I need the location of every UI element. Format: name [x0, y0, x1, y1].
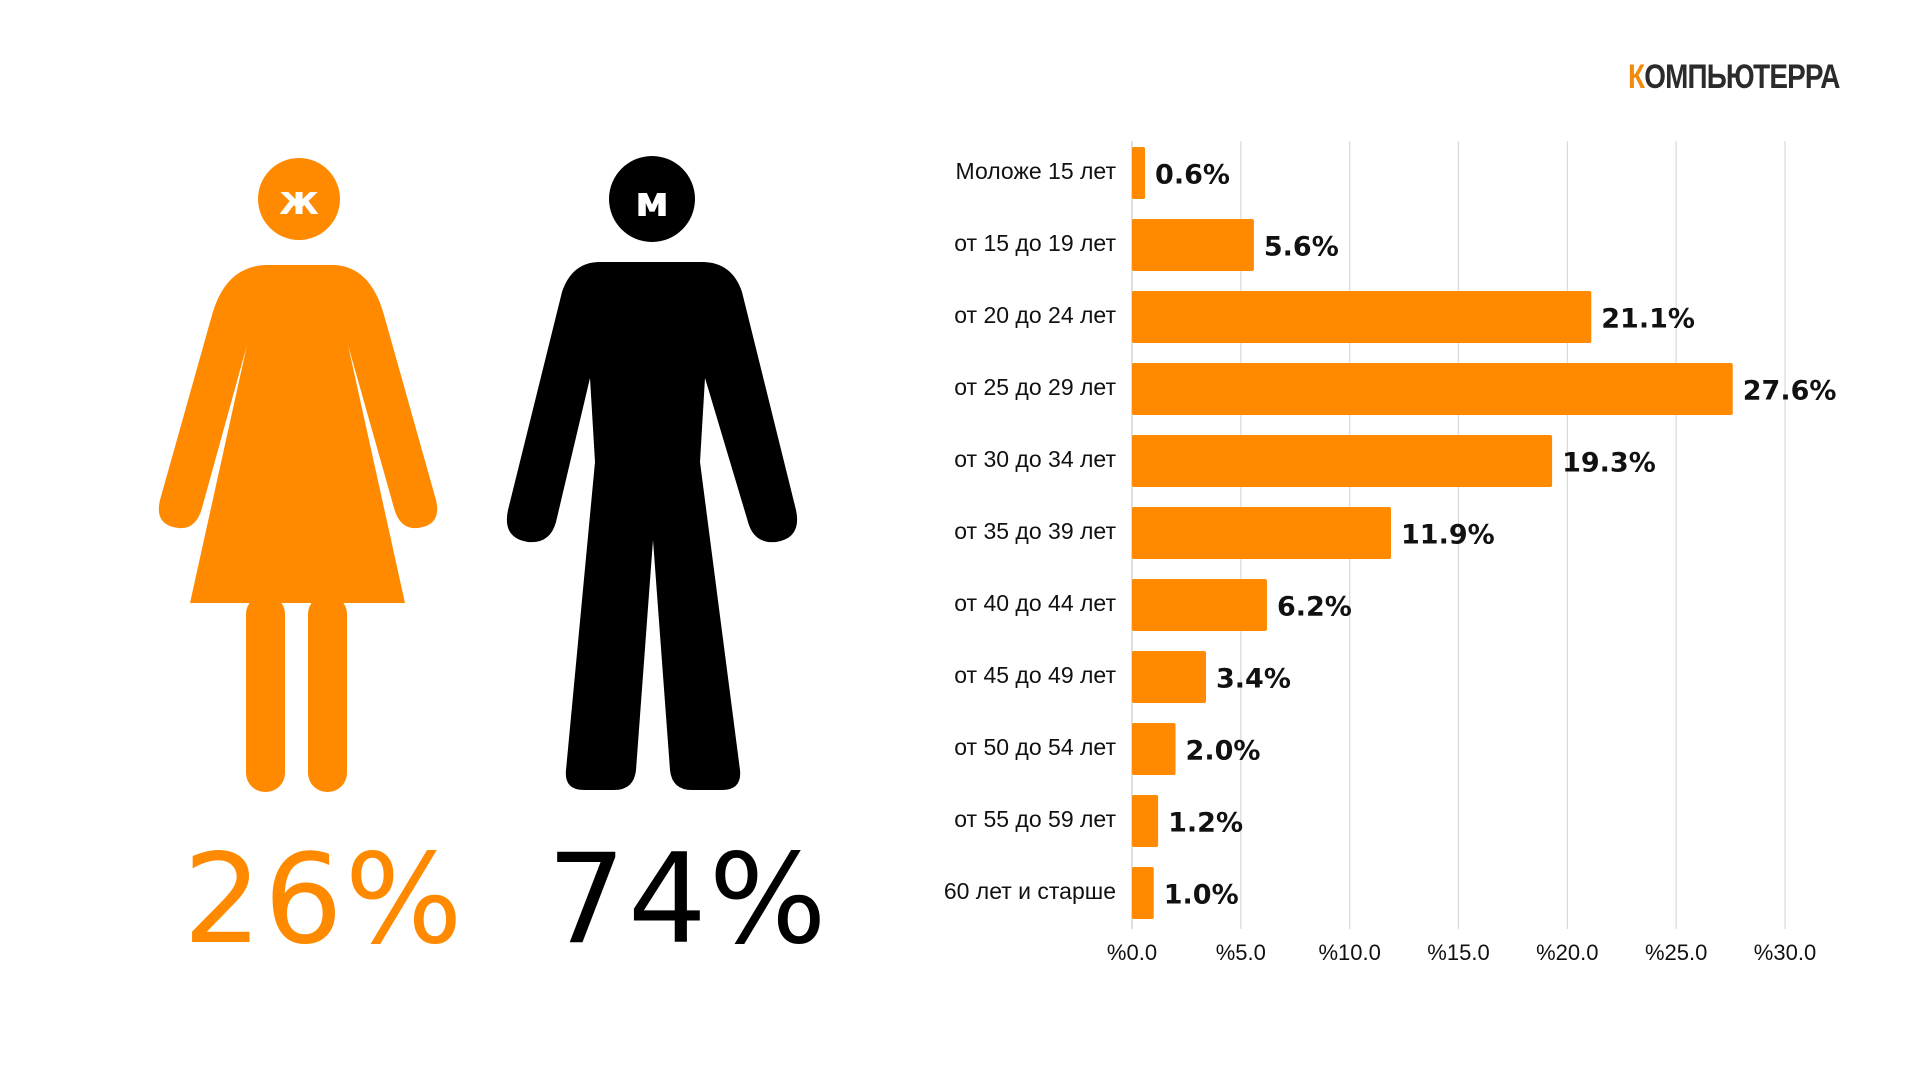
male-symbol: м [635, 177, 669, 226]
bar [1132, 291, 1592, 343]
x-tick-label: %30.0 [1754, 940, 1816, 965]
logo-text: ОМПЬЮТЕРРА [1644, 58, 1840, 96]
bar [1132, 723, 1176, 775]
brand-logo: КОМПЬЮТЕРРА [1628, 58, 1840, 97]
woman-figure-icon: ж [158, 158, 438, 792]
value-label: 19.3% [1562, 448, 1656, 479]
value-label: 2.0% [1186, 736, 1261, 767]
category-label: от 30 до 34 лет [954, 446, 1116, 472]
category-label: от 35 до 39 лет [954, 518, 1116, 544]
category-label: от 55 до 59 лет [954, 806, 1116, 832]
bar [1132, 219, 1254, 271]
category-label: Моложе 15 лет [956, 158, 1117, 184]
woman-body [158, 265, 438, 603]
value-label: 1.2% [1168, 808, 1243, 839]
category-label: от 45 до 49 лет [954, 662, 1116, 688]
x-tick-label: %25.0 [1645, 940, 1707, 965]
x-tick-label: %15.0 [1427, 940, 1489, 965]
value-label: 21.1% [1601, 304, 1695, 335]
man-head [609, 156, 695, 242]
bar [1132, 435, 1553, 487]
female-symbol: ж [279, 178, 319, 224]
logo-accent-letter: К [1628, 58, 1645, 96]
value-label: 5.6% [1264, 232, 1339, 263]
bar [1132, 867, 1154, 919]
x-tick-label: %10.0 [1318, 940, 1380, 965]
value-label: 27.6% [1743, 376, 1837, 407]
x-tick-label: %20.0 [1536, 940, 1598, 965]
bar [1132, 507, 1392, 559]
bar [1132, 147, 1146, 199]
category-label: от 40 до 44 лет [954, 590, 1116, 616]
value-label: 1.0% [1164, 880, 1239, 911]
value-label: 11.9% [1401, 520, 1495, 551]
woman-right-leg [308, 595, 347, 792]
man-body [506, 262, 798, 790]
woman-head [258, 158, 340, 240]
category-label: от 50 до 54 лет [954, 734, 1116, 760]
bar [1132, 579, 1267, 631]
male-percentage: 74% [547, 828, 829, 972]
man-figure-icon: м [506, 156, 798, 790]
value-label: 6.2% [1277, 592, 1352, 623]
category-label: от 25 до 29 лет [954, 374, 1116, 400]
bar [1132, 795, 1159, 847]
value-label: 0.6% [1155, 160, 1230, 191]
value-label: 3.4% [1216, 664, 1291, 695]
category-label: от 20 до 24 лет [954, 302, 1116, 328]
category-label: 60 лет и старше [944, 878, 1116, 904]
chart-labels: %0.0 %5.0 %10.0 %15.0 %20.0 %25.0 %30.0 Моложе … [944, 158, 1837, 965]
bar [1132, 363, 1733, 415]
x-tick-label: %0.0 [1107, 940, 1157, 965]
female-percentage: 26% [183, 828, 465, 972]
bar [1132, 651, 1207, 703]
chart-bars [1132, 147, 1733, 919]
x-tick-label: %5.0 [1216, 940, 1266, 965]
category-label: от 15 до 19 лет [954, 230, 1116, 256]
woman-left-leg [246, 595, 285, 792]
